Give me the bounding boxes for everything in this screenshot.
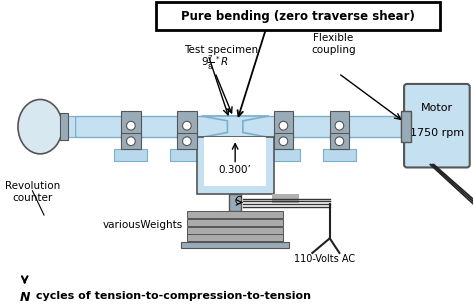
FancyBboxPatch shape bbox=[156, 2, 440, 29]
Bar bbox=[323, 149, 356, 161]
Text: Motor: Motor bbox=[421, 103, 453, 113]
Text: Flexible
coupling: Flexible coupling bbox=[311, 33, 356, 55]
Bar bbox=[115, 149, 147, 161]
Text: 0.300’: 0.300’ bbox=[219, 165, 252, 175]
Bar bbox=[229, 194, 241, 211]
Bar bbox=[187, 219, 283, 226]
Text: $9\frac{7}{8}^*R$: $9\frac{7}{8}^*R$ bbox=[201, 54, 228, 72]
Bar bbox=[75, 116, 401, 137]
Circle shape bbox=[279, 121, 288, 130]
Circle shape bbox=[335, 137, 344, 146]
Bar bbox=[181, 242, 289, 248]
Text: cycles of tension-to-compression-to-tension: cycles of tension-to-compression-to-tens… bbox=[32, 291, 311, 301]
Bar bbox=[187, 227, 283, 234]
Circle shape bbox=[182, 121, 191, 130]
Bar bbox=[60, 113, 68, 140]
Circle shape bbox=[127, 121, 135, 130]
Bar bbox=[197, 137, 274, 194]
Circle shape bbox=[279, 137, 288, 146]
Circle shape bbox=[127, 137, 135, 146]
Bar bbox=[272, 194, 299, 204]
Bar bbox=[67, 116, 75, 137]
Bar bbox=[121, 111, 141, 140]
Bar bbox=[401, 111, 411, 142]
Bar bbox=[267, 149, 300, 161]
Bar bbox=[330, 111, 349, 140]
Bar bbox=[177, 111, 197, 140]
Text: 1750 rpm: 1750 rpm bbox=[410, 128, 464, 138]
Bar bbox=[274, 111, 293, 140]
Bar bbox=[171, 149, 203, 161]
Bar bbox=[177, 134, 197, 149]
Bar bbox=[187, 211, 283, 218]
Text: Test specimen: Test specimen bbox=[184, 45, 258, 55]
Circle shape bbox=[182, 137, 191, 146]
Text: Revolution
counter: Revolution counter bbox=[5, 181, 60, 203]
Text: N: N bbox=[19, 291, 30, 304]
Text: C: C bbox=[234, 196, 241, 206]
FancyBboxPatch shape bbox=[404, 84, 470, 167]
Circle shape bbox=[335, 121, 344, 130]
Bar bbox=[274, 134, 293, 149]
Ellipse shape bbox=[18, 99, 63, 154]
Polygon shape bbox=[201, 116, 269, 137]
Text: variousWeights: variousWeights bbox=[103, 220, 183, 230]
Text: 110-Volts AC: 110-Volts AC bbox=[294, 254, 356, 264]
Bar bbox=[330, 134, 349, 149]
Text: Pure bending (zero traverse shear): Pure bending (zero traverse shear) bbox=[181, 10, 415, 23]
Bar bbox=[187, 235, 283, 241]
Bar bbox=[204, 137, 266, 186]
Bar bbox=[121, 134, 141, 149]
